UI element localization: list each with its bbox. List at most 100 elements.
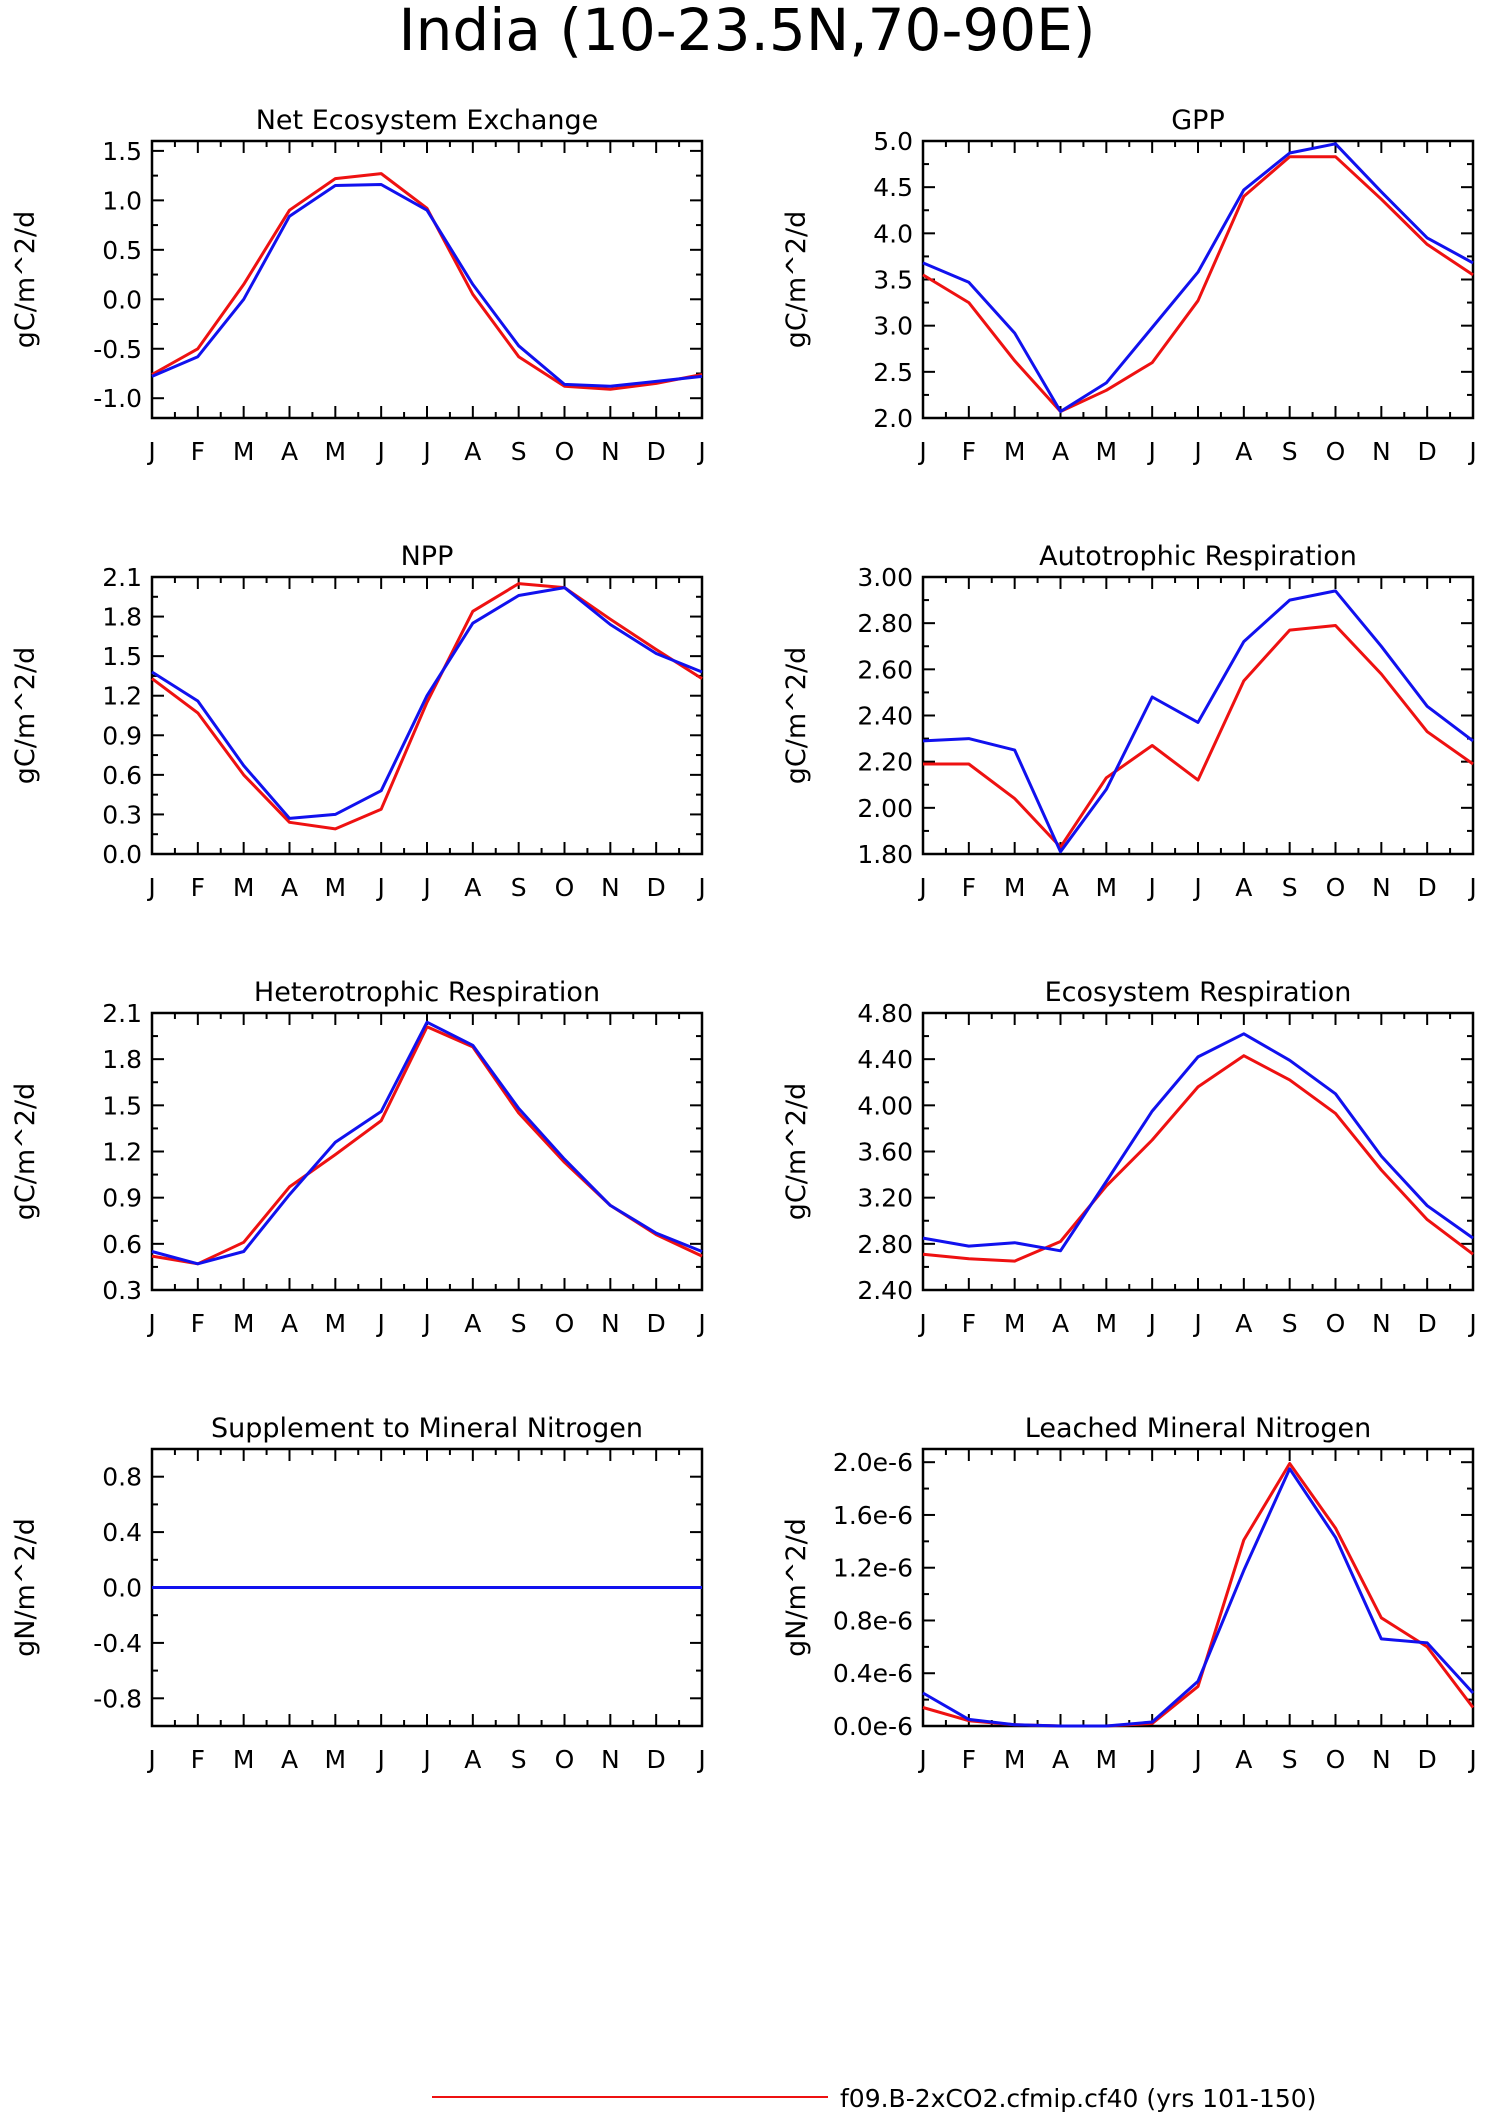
y-tick-label: 0.4: [102, 1518, 142, 1547]
y-tick-label: 0.9: [102, 1184, 142, 1213]
x-tick-label: M: [1004, 873, 1026, 902]
x-tick-label: J: [1192, 1309, 1201, 1338]
x-tick-label: J: [1146, 1745, 1155, 1774]
x-tick-label: A: [1235, 437, 1252, 466]
y-tick-label: -1.0: [93, 384, 142, 413]
y-axis-label: gN/m^2/d: [781, 1518, 812, 1657]
x-tick-label: J: [696, 437, 705, 466]
series-line-blue: [151, 586, 703, 820]
y-tick-label: 1.2: [102, 1138, 142, 1167]
panel-title: GPP: [1171, 105, 1225, 136]
x-tick-label: J: [1192, 1745, 1201, 1774]
y-tick-label: 1.8: [102, 603, 142, 632]
plot-frame: [150, 139, 704, 420]
x-tick-label: A: [281, 1309, 298, 1338]
y-tick-label: 5.0: [873, 127, 913, 156]
x-tick-label: M: [233, 1745, 255, 1774]
x-tick-label: N: [1372, 437, 1391, 466]
x-tick-label: J: [917, 873, 926, 902]
x-tick-label: F: [962, 1745, 976, 1774]
plot-frame: [150, 1011, 704, 1292]
x-tick-label: F: [191, 437, 205, 466]
y-tick-label: 0.6: [102, 761, 142, 790]
x-tick-label: A: [464, 1745, 481, 1774]
x-tick-label: J: [146, 1745, 155, 1774]
x-tick-label: J: [696, 873, 705, 902]
y-tick-label: 0.3: [102, 1276, 142, 1305]
x-tick-label: S: [511, 1745, 527, 1774]
x-tick-label: A: [281, 1745, 298, 1774]
x-tick-label: J: [375, 1309, 384, 1338]
x-tick-label: F: [191, 1745, 205, 1774]
y-tick-label: 2.60: [857, 655, 913, 684]
y-tick-label: 0.5: [102, 236, 142, 265]
x-tick-label: D: [647, 437, 666, 466]
legend-label: f09.B-2xCO2.cfmip.cf40 (yrs 101-150): [840, 2084, 1316, 2113]
series-line-red: [151, 582, 703, 831]
y-tick-label: 0.8e-6: [833, 1606, 913, 1635]
y-tick-label: 4.80: [857, 999, 913, 1028]
y-tick-label: 3.00: [857, 563, 913, 592]
x-tick-label: A: [1052, 1745, 1069, 1774]
x-tick-label: A: [1235, 1745, 1252, 1774]
x-tick-label: A: [1052, 1309, 1069, 1338]
plot-frame: [921, 575, 1475, 856]
x-tick-label: O: [1326, 1745, 1346, 1774]
y-axis-label: gC/m^2/d: [781, 1083, 812, 1220]
y-tick-label: 1.2e-6: [833, 1554, 913, 1583]
x-tick-label: D: [647, 1309, 666, 1338]
y-tick-label: 0.6: [102, 1230, 142, 1259]
x-tick-label: J: [1467, 437, 1476, 466]
x-tick-label: J: [375, 873, 384, 902]
x-tick-label: F: [962, 1309, 976, 1338]
x-tick-label: A: [281, 437, 298, 466]
x-tick-label: O: [555, 1745, 575, 1774]
series-line-red: [922, 1054, 1474, 1263]
panel-title: NPP: [401, 541, 454, 572]
x-tick-label: S: [1282, 1745, 1298, 1774]
y-tick-label: 0.0: [102, 1574, 142, 1603]
x-tick-label: D: [647, 873, 666, 902]
y-tick-label: 2.0e-6: [833, 1448, 913, 1477]
x-tick-label: J: [1467, 873, 1476, 902]
x-tick-label: S: [511, 873, 527, 902]
y-tick-label: 2.20: [857, 748, 913, 777]
x-tick-label: J: [696, 1745, 705, 1774]
x-tick-label: O: [1326, 437, 1346, 466]
x-tick-label: A: [1052, 437, 1069, 466]
x-tick-label: N: [601, 1309, 620, 1338]
x-tick-label: A: [1235, 1309, 1252, 1338]
x-tick-label: O: [1326, 873, 1346, 902]
x-tick-label: S: [511, 437, 527, 466]
y-tick-label: 0.0e-6: [833, 1712, 913, 1741]
y-tick-label: 4.0: [873, 219, 913, 248]
series-line-blue: [151, 183, 703, 388]
series-line-blue: [922, 1032, 1474, 1253]
x-tick-label: J: [146, 873, 155, 902]
x-tick-label: J: [1467, 1745, 1476, 1774]
legend: f09.B-2xCO2.cfmip.cf40 (yrs 101-150): [432, 2084, 1316, 2113]
x-tick-label: J: [696, 1309, 705, 1338]
plot-frame: [921, 1011, 1475, 1292]
x-tick-label: S: [1282, 1309, 1298, 1338]
x-tick-label: F: [962, 873, 976, 902]
x-tick-label: M: [1096, 1309, 1118, 1338]
y-tick-label: 4.00: [857, 1091, 913, 1120]
x-tick-label: A: [281, 873, 298, 902]
x-tick-label: A: [464, 1309, 481, 1338]
y-tick-label: -0.5: [93, 335, 142, 364]
x-tick-label: J: [146, 1309, 155, 1338]
y-tick-label: 1.6e-6: [833, 1501, 913, 1530]
x-tick-label: J: [917, 1309, 926, 1338]
y-axis-label: gC/m^2/d: [781, 647, 812, 784]
x-tick-label: F: [962, 437, 976, 466]
y-tick-label: 4.5: [873, 173, 913, 202]
y-tick-label: 1.2: [102, 682, 142, 711]
x-tick-label: M: [233, 873, 255, 902]
series-line-red: [922, 155, 1474, 413]
x-tick-label: M: [325, 1309, 347, 1338]
